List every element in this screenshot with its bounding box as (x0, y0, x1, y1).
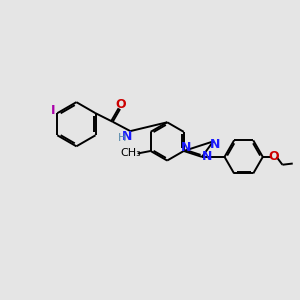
Text: N: N (202, 150, 212, 163)
Text: I: I (51, 104, 55, 117)
Text: N: N (181, 141, 191, 154)
Text: H: H (118, 134, 127, 143)
Text: O: O (116, 98, 126, 111)
Text: N: N (210, 138, 220, 151)
Text: CH₃: CH₃ (121, 148, 141, 158)
Text: O: O (268, 150, 279, 163)
Text: N: N (122, 130, 133, 143)
